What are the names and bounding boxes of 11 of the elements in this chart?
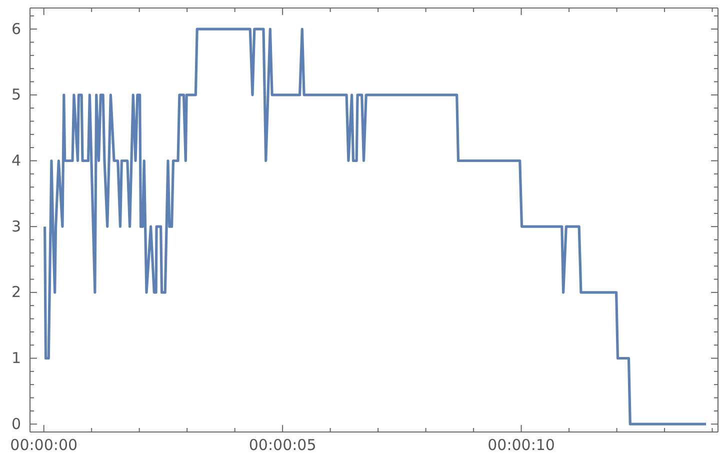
- y-tick-label: 2: [11, 283, 21, 302]
- y-tick-label: 3: [11, 217, 21, 236]
- line-series: [44, 28, 708, 426]
- y-tick-label: 0: [11, 414, 21, 433]
- y-tick-label: 1: [11, 349, 21, 368]
- x-tick-label: 00:00:05: [248, 436, 316, 454]
- x-tick-label: 00:00:10: [488, 436, 555, 454]
- y-tick-label: 6: [11, 20, 21, 38]
- y-tick-label: 5: [11, 86, 21, 104]
- y-tick-label: 4: [11, 152, 21, 170]
- x-tick-label: 00:00:00: [10, 436, 78, 454]
